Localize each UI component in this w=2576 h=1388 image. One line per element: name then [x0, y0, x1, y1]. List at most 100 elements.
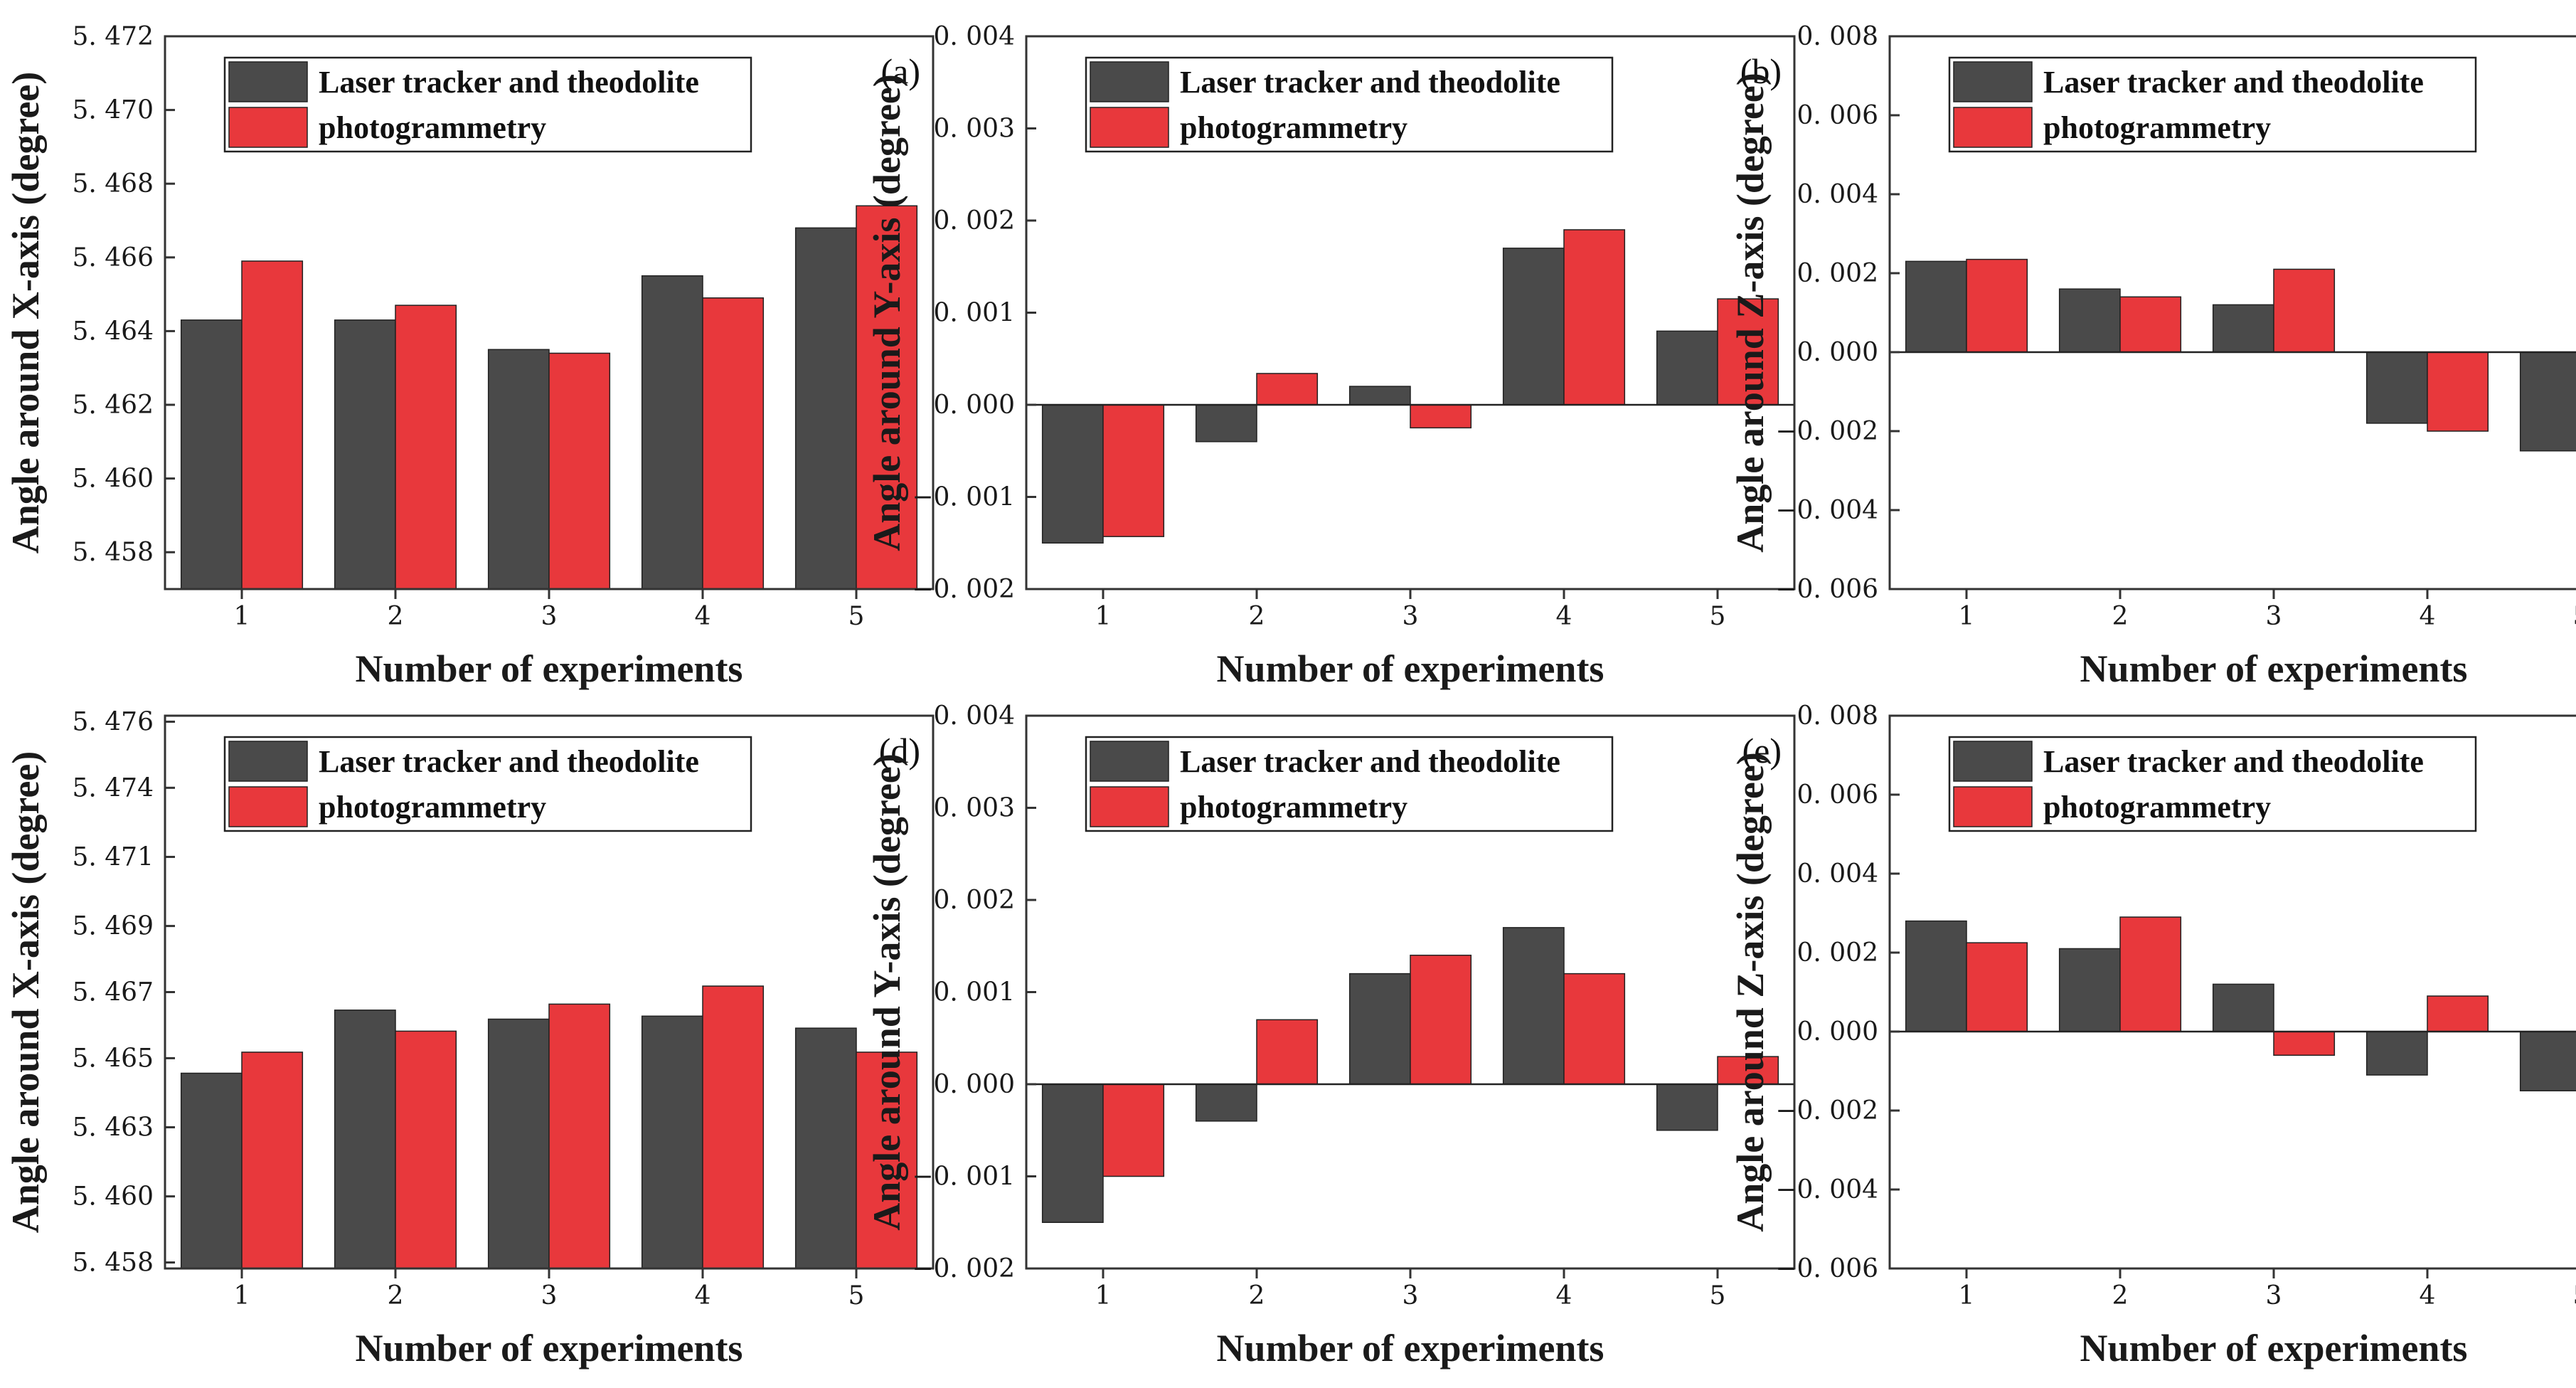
x-axis-title: Number of experiments	[356, 647, 743, 690]
bar-series1-cat4	[641, 1015, 703, 1269]
bar-series2-cat3	[548, 352, 611, 590]
x-tick-label: 2	[2112, 1281, 2129, 1310]
y-tick-label: 5. 466	[72, 243, 154, 272]
legend-swatch-series2	[228, 107, 308, 148]
bar-series1-cat5	[2519, 351, 2576, 452]
y-axis-title: Angle around X-axis (degree)	[4, 72, 47, 553]
legend-box	[1085, 736, 1614, 832]
y-tick-label: 5. 467	[72, 978, 154, 1007]
bar-series2-cat3	[2273, 1031, 2336, 1056]
bar-series2-cat5	[1717, 1056, 1779, 1085]
legend-box	[1085, 56, 1614, 153]
bar-series1-cat1	[1905, 260, 1967, 353]
bar-series1-cat3	[2212, 983, 2274, 1032]
panel-label: (e)	[1742, 731, 1782, 770]
x-tick-label: 5	[1710, 1281, 1726, 1310]
bar-series2-cat2	[2119, 296, 2182, 353]
bar-series2-cat2	[1256, 1019, 1319, 1085]
y-tick-label: 0. 000	[933, 391, 1015, 420]
y-tick-label: 0. 000	[1797, 1017, 1878, 1047]
y-tick-label: −0. 002	[912, 575, 1015, 604]
legend: Laser tracker and theodolite photogrammet…	[223, 56, 752, 153]
bar-series2-cat4	[2427, 995, 2489, 1032]
y-tick-label: 0. 000	[1797, 338, 1878, 367]
bar-series2-cat2	[1256, 373, 1319, 406]
x-tick-label: 5	[848, 1281, 865, 1310]
y-tick-label: −0. 004	[1775, 1175, 1878, 1204]
x-tick-label: 2	[388, 602, 404, 631]
y-tick-label: 5. 470	[72, 96, 154, 125]
panel-label: (a)	[881, 51, 921, 91]
bar-series1-cat2	[2058, 948, 2121, 1032]
y-tick-label: 0. 004	[933, 701, 1015, 731]
y-tick-label: 5. 460	[72, 465, 154, 494]
legend-label-series2: photogrammetry	[319, 110, 546, 145]
legend-label-series1: Laser tracker and theodolite	[2043, 65, 2424, 100]
legend-label-series1: Laser tracker and theodolite	[319, 744, 699, 779]
legend-swatch-series1	[1953, 61, 2033, 102]
x-tick-label: 4	[1556, 1281, 1572, 1310]
x-tick-label: 3	[2266, 602, 2282, 631]
legend-swatch-series2	[1953, 786, 2033, 827]
y-tick-label: 5. 463	[72, 1113, 154, 1143]
bar-series2-cat1	[1966, 942, 2028, 1032]
y-tick-label: −0. 001	[912, 483, 1015, 512]
y-axis-title: Angle around Y-axis (degree)	[866, 74, 908, 551]
legend: Laser tracker and theodolite photogrammet…	[223, 736, 752, 832]
legend-box	[1948, 736, 2477, 832]
x-tick-label: 1	[1095, 602, 1112, 631]
y-tick-label: 5. 472	[72, 22, 154, 51]
legend-label-series2: photogrammetry	[2043, 110, 2271, 145]
y-tick-label: −0. 002	[912, 1254, 1015, 1283]
legend-box	[223, 56, 752, 153]
bar-series2-cat2	[2119, 916, 2182, 1032]
bar-series2-cat4	[702, 297, 765, 590]
x-tick-label: 1	[1095, 1281, 1112, 1310]
legend-swatch-series2	[1090, 786, 1169, 827]
y-tick-label: −0. 006	[1775, 1254, 1878, 1283]
bar-series1-cat1	[1041, 404, 1104, 544]
y-tick-label: 5. 471	[72, 842, 154, 872]
y-tick-label: 0. 001	[933, 978, 1015, 1007]
chart-panel-2: −0. 002 −0. 001 0. 000 0. 001 0. 002 0. 003 0.…	[866, 22, 1796, 690]
bar-series1-cat2	[2058, 288, 2121, 353]
bar-series2-cat2	[395, 304, 457, 590]
y-tick-label: 0. 002	[933, 206, 1015, 235]
bar-series2-cat5	[856, 205, 918, 590]
bar-series2-cat3	[1410, 954, 1472, 1085]
y-tick-label: 5. 462	[72, 391, 154, 420]
y-tick-label: 5. 458	[72, 538, 154, 567]
x-tick-label: 3	[2266, 1281, 2282, 1310]
y-tick-label: 0. 000	[933, 1070, 1015, 1099]
x-tick-label: 5	[848, 602, 865, 631]
bar-series1-cat1	[180, 319, 243, 590]
bar-series1-cat2	[334, 1010, 396, 1269]
bar-series1-cat2	[1195, 404, 1257, 443]
y-tick-label: 5. 469	[72, 912, 154, 941]
chart-panel-4: 5. 458 5. 460 5. 463 5. 465 5. 467 5. 469 5. 4…	[4, 707, 935, 1370]
y-tick-label: 0. 001	[933, 299, 1015, 328]
x-tick-label: 1	[234, 602, 250, 631]
y-tick-label: 5. 476	[72, 707, 154, 736]
legend-swatch-series2	[1953, 107, 2033, 148]
bar-series1-cat3	[487, 349, 550, 590]
legend-box	[223, 736, 752, 832]
y-tick-label: 0. 008	[1797, 22, 1878, 51]
panel-label: (d)	[879, 731, 920, 770]
bar-series1-cat4	[1502, 927, 1565, 1085]
bar-series2-cat4	[702, 985, 765, 1269]
y-tick-label: −0. 002	[1775, 1096, 1878, 1125]
legend-label-series2: photogrammetry	[1180, 110, 1407, 145]
legend-swatch-series1	[1090, 741, 1169, 782]
bar-series1-cat1	[1041, 1084, 1104, 1223]
bar-series1-cat4	[1502, 248, 1565, 406]
x-axis-title: Number of experiments	[1217, 1327, 1604, 1370]
legend-swatch-series1	[1090, 61, 1169, 102]
bar-series1-cat4	[2365, 1031, 2428, 1076]
y-tick-label: −0. 006	[1775, 575, 1878, 604]
y-tick-label: −0. 004	[1775, 496, 1878, 525]
x-tick-label: 3	[541, 1281, 558, 1310]
y-tick-label: 5. 458	[72, 1249, 154, 1278]
legend-swatch-series2	[1090, 107, 1169, 148]
